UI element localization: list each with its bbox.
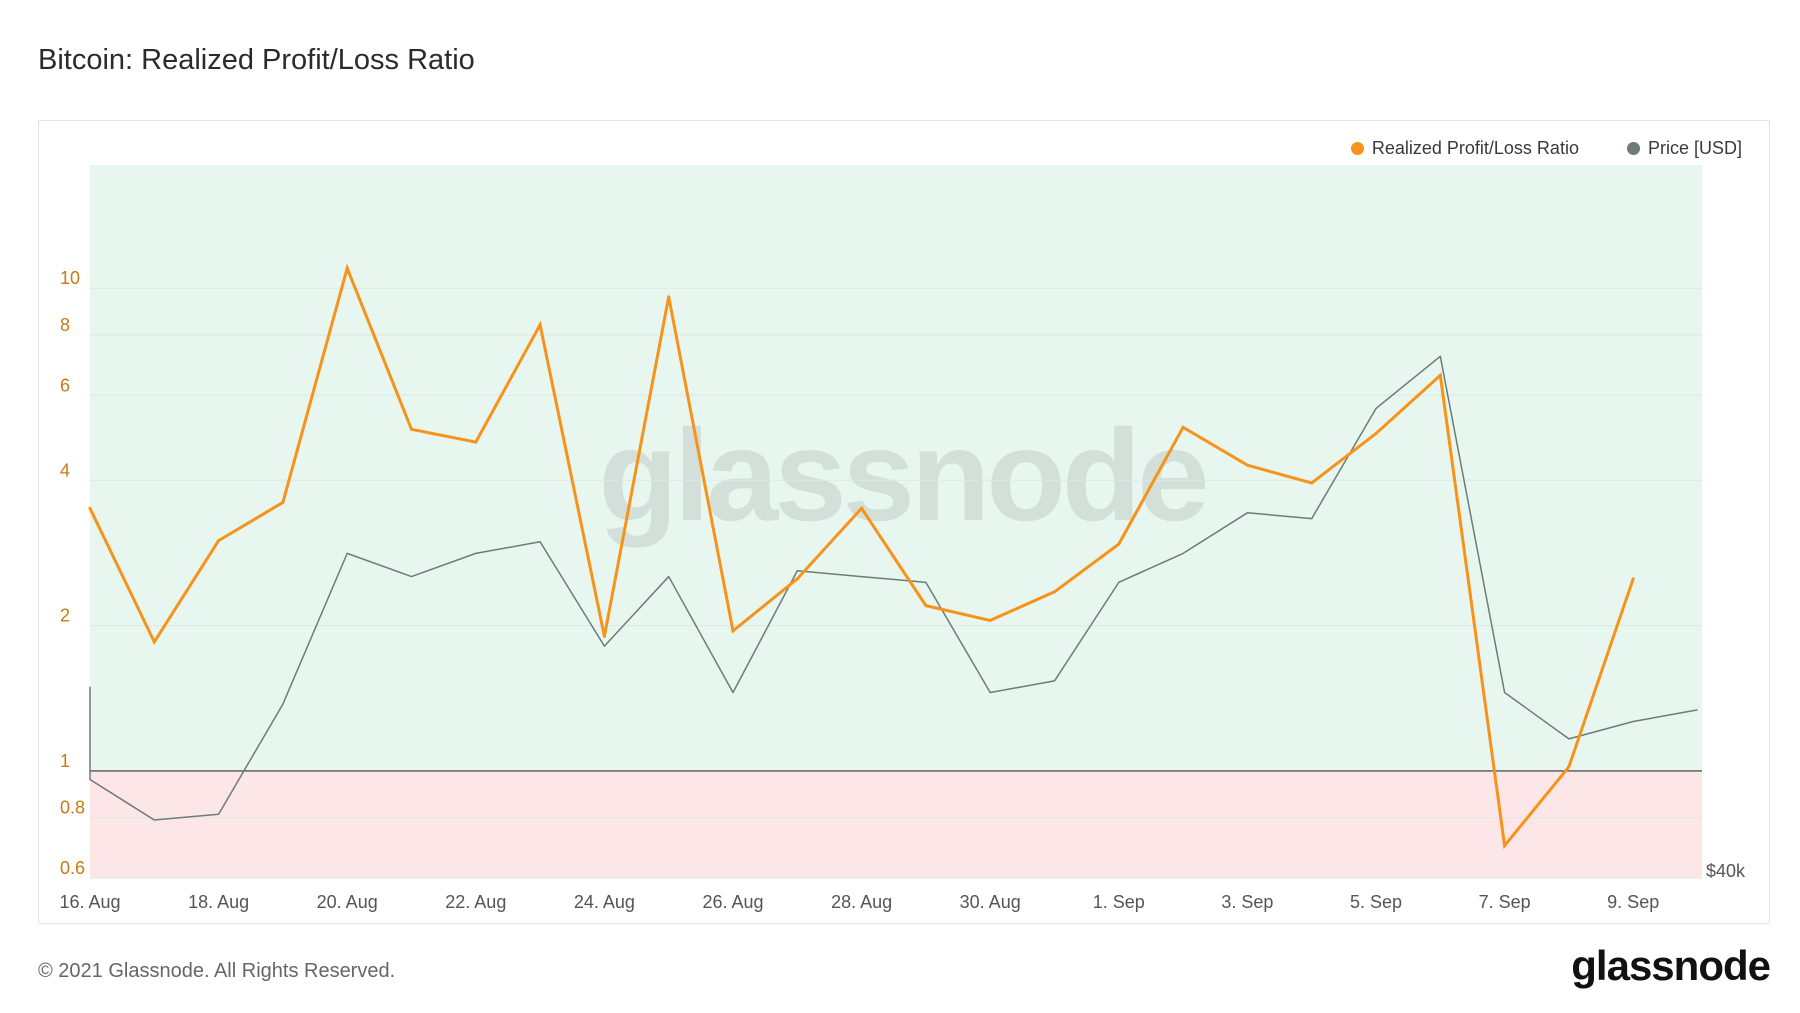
x-tick-label: 20. Aug: [317, 892, 378, 912]
legend-label-ratio: Realized Profit/Loss Ratio: [1371, 138, 1579, 158]
chart-legend: Realized Profit/Loss Ratio Price [USD]: [1350, 138, 1742, 159]
ratio-point[interactable]: [281, 500, 285, 504]
chart-title: Bitcoin: Realized Profit/Loss Ratio: [38, 44, 475, 76]
price-axis-label: $40k: [1706, 861, 1746, 881]
ratio-point[interactable]: [1053, 590, 1056, 594]
x-tick-label: 9. Sep: [1607, 892, 1659, 912]
ratio-point[interactable]: [924, 604, 928, 608]
y-tick-label: 0.6: [60, 858, 85, 878]
ratio-point[interactable]: [538, 323, 542, 327]
ratio-point[interactable]: [1374, 432, 1378, 436]
x-tick-label: 18. Aug: [188, 892, 249, 912]
ratio-point[interactable]: [1503, 844, 1507, 848]
y-tick-label: 10: [60, 268, 80, 288]
ratio-point[interactable]: [345, 266, 349, 270]
x-tick-label: 28. Aug: [831, 892, 892, 912]
ratio-point[interactable]: [667, 295, 671, 299]
legend-item-price[interactable]: Price [USD]: [1626, 138, 1742, 159]
ratio-point[interactable]: [217, 539, 221, 543]
y-tick-label: 8: [60, 315, 70, 335]
watermark: glassnode: [599, 402, 1206, 548]
x-tick-label: 3. Sep: [1221, 892, 1273, 912]
ratio-point[interactable]: [1245, 463, 1249, 467]
price-line: [89, 355, 1698, 821]
y-tick-label: 2: [60, 606, 70, 626]
copyright-text: © 2021 Glassnode. All Rights Reserved.: [38, 960, 396, 982]
ratio-point[interactable]: [1567, 765, 1571, 769]
chart-frame: [38, 120, 1770, 924]
ratio-point[interactable]: [1438, 373, 1442, 377]
legend-dot-ratio: [1350, 142, 1364, 155]
ratio-point[interactable]: [860, 506, 864, 510]
ratio-point[interactable]: [410, 427, 413, 431]
ratio-point[interactable]: [988, 618, 992, 622]
x-tick-label: 26. Aug: [702, 892, 763, 912]
x-tick-label: 16. Aug: [59, 892, 120, 912]
y-tick-label: 6: [60, 375, 70, 395]
x-tick-label: 1. Sep: [1093, 892, 1145, 912]
ratio-point[interactable]: [152, 640, 156, 644]
x-tick-label: 30. Aug: [960, 892, 1021, 912]
legend-dot-price: [1626, 142, 1640, 155]
profit-zone: [90, 165, 1702, 771]
x-tick-label: 22. Aug: [445, 892, 506, 912]
y-tick-label: 4: [60, 460, 70, 480]
x-tick-label: 24. Aug: [574, 892, 635, 912]
ratio-point[interactable]: [1117, 542, 1121, 546]
x-tick-label: 7. Sep: [1479, 892, 1531, 912]
glassnode-logo: glassnode: [1571, 942, 1771, 989]
ratio-point[interactable]: [474, 440, 478, 444]
y-tick-label: 1: [60, 751, 70, 771]
ratio-point[interactable]: [602, 634, 606, 638]
ratio-point[interactable]: [88, 506, 92, 510]
legend-item-ratio[interactable]: Realized Profit/Loss Ratio: [1350, 138, 1579, 159]
legend-label-price: Price [USD]: [1647, 138, 1742, 158]
ratio-point[interactable]: [1181, 425, 1185, 429]
x-tick-label: 5. Sep: [1350, 892, 1402, 912]
ratio-point[interactable]: [1631, 577, 1635, 581]
ratio-point[interactable]: [1310, 481, 1314, 485]
ratio-point[interactable]: [795, 577, 799, 581]
y-tick-label: 0.8: [60, 798, 85, 818]
loss-zone: [90, 770, 1702, 878]
ratio-point[interactable]: [731, 629, 735, 633]
